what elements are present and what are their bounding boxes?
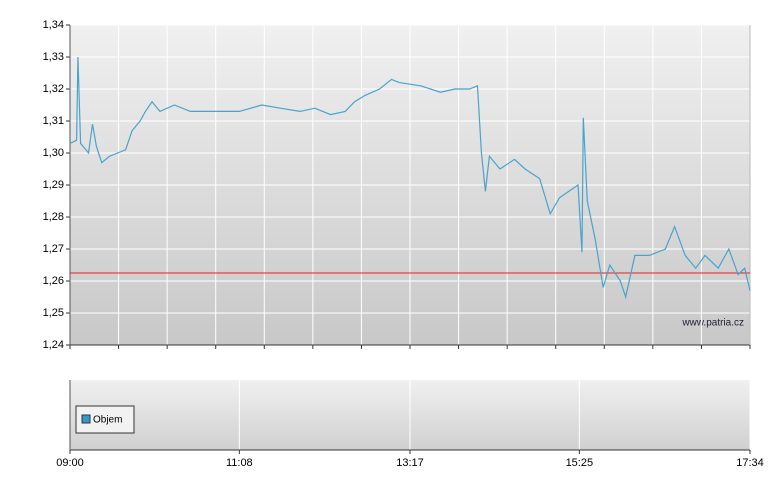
y-tick-label: 1,29 bbox=[43, 179, 64, 191]
x-tick-label: 13:17 bbox=[396, 457, 424, 469]
y-tick-label: 1,24 bbox=[43, 339, 64, 351]
watermark: www.patria.cz bbox=[681, 318, 744, 329]
y-tick-label: 1,27 bbox=[43, 243, 64, 255]
price-line bbox=[69, 56, 751, 300]
y-tick-label: 1,25 bbox=[43, 307, 64, 319]
y-tick-label: 1,34 bbox=[43, 19, 64, 31]
x-tick-label: 17:34 bbox=[736, 457, 764, 469]
x-tick-label: 11:08 bbox=[226, 457, 253, 469]
y-tick-label: 1,33 bbox=[43, 51, 64, 63]
legend-label: Objem bbox=[93, 415, 122, 426]
x-tick-label: 15:25 bbox=[566, 457, 594, 469]
legend-swatch bbox=[81, 414, 91, 424]
y-tick-label: 1,28 bbox=[43, 211, 64, 223]
y-tick-label: 1,31 bbox=[43, 115, 64, 127]
y-tick-label: 1,26 bbox=[43, 275, 64, 287]
x-tick-label: 09:00 bbox=[56, 457, 84, 469]
y-tick-label: 1,30 bbox=[43, 147, 64, 159]
y-tick-label: 1,32 bbox=[43, 83, 64, 95]
